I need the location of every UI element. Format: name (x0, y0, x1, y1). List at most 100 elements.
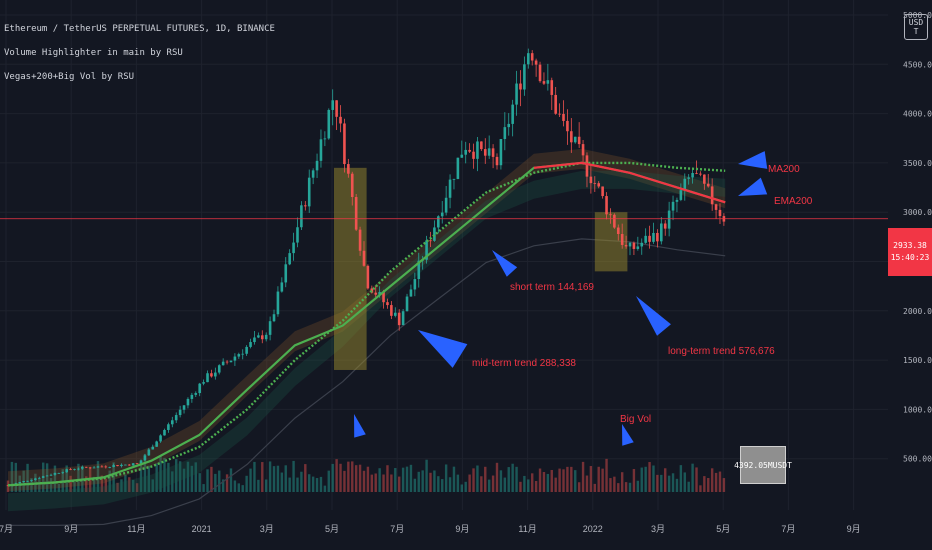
volume-bar (460, 484, 463, 492)
candle-body (335, 100, 338, 117)
time-tick-label: 5月 (716, 524, 730, 534)
candle-body (61, 472, 65, 474)
volume-bar (398, 476, 401, 492)
time-tick-label: 9月 (455, 524, 469, 534)
volume-bar (558, 468, 561, 492)
candle-body (593, 183, 597, 184)
volume-bar (511, 463, 514, 492)
currency-unit-line-1: USD (908, 18, 924, 27)
volume-bar (480, 476, 483, 492)
candle-body (198, 383, 201, 394)
candle-body (366, 265, 370, 289)
candle-body (174, 415, 178, 421)
volume-bar (147, 465, 151, 492)
time-tick-label: 2022 (583, 524, 603, 534)
volume-bar (538, 468, 542, 492)
candle-body (186, 398, 190, 406)
volume-bar (288, 477, 291, 492)
volume-bar (49, 478, 53, 492)
candle-body (45, 475, 49, 477)
volume-bar (487, 479, 491, 492)
volume-bar (249, 468, 252, 492)
candle-body (65, 469, 68, 473)
time-tick-label: 11月 (127, 524, 145, 534)
price-tick-label: 1000.00 (903, 405, 932, 414)
candle-body (405, 296, 409, 312)
price-tick-label: 4000.00 (903, 110, 932, 119)
candle-body (296, 227, 299, 243)
candle-body (613, 214, 616, 228)
volume-bar (386, 465, 389, 492)
currency-unit-button[interactable]: USD T (904, 14, 928, 40)
volume-bar (691, 463, 694, 492)
candle-body (292, 242, 295, 254)
big-vol-box (334, 167, 367, 370)
volume-bar (515, 466, 518, 492)
volume-bar (441, 479, 444, 492)
volume-bar (6, 480, 10, 492)
volume-bar (437, 476, 440, 492)
candle-body (202, 382, 205, 384)
volume-bar (433, 470, 436, 492)
volume-bar (523, 475, 526, 492)
volume-bar (452, 466, 456, 492)
candle-body (573, 136, 577, 143)
ema200-label: EMA200 (774, 196, 813, 207)
candle-body (656, 232, 659, 242)
time-axis[interactable]: 7月 9月 11月 2021 3月 5月 7月 9月 11月 2022 3月 5月 7月 9月 (0, 524, 861, 534)
candle-body (526, 53, 530, 65)
volume-bar (96, 461, 100, 492)
symbol-legend[interactable]: Ethereum / TetherUS PERPETUAL FUTURES, 1… (4, 24, 275, 34)
candle-body (53, 473, 57, 475)
candle-body (464, 149, 468, 155)
candle-body (307, 177, 311, 207)
candle-body (120, 464, 123, 467)
candle-body (304, 205, 307, 207)
big-vol-label: Big Vol (620, 414, 651, 425)
volume-bar (609, 478, 612, 492)
volume-bar (613, 476, 616, 492)
candle-body (350, 173, 354, 198)
chart-grid (0, 0, 888, 510)
volume-bar (311, 476, 315, 492)
candle-body (37, 477, 41, 479)
annotation-labels: MA200 EMA200 short term 144,169 mid-term… (472, 164, 813, 425)
volume-bar (319, 476, 323, 492)
volume-bar (276, 465, 280, 492)
candle-body (609, 214, 612, 216)
candle-body (217, 365, 221, 373)
candle-body (429, 240, 432, 242)
indicator-vegas[interactable]: Vegas+200+Big Vol by RSU (4, 72, 135, 82)
volume-bar (671, 473, 675, 492)
candle-body (695, 172, 698, 174)
indicator-volume-highlighter[interactable]: Volume Highlighter in main by RSU (4, 48, 183, 58)
bar-countdown: 15:40:23 (890, 253, 930, 262)
candle-body (26, 480, 29, 482)
volume-bar (714, 472, 718, 492)
candle-body (660, 223, 663, 242)
volume-bar (605, 458, 608, 492)
volume-bar (233, 480, 237, 492)
volume-bar (656, 474, 659, 492)
candle-body (433, 227, 436, 241)
volume-bar (699, 485, 702, 492)
volume-bar (304, 464, 307, 492)
volume-bar (241, 485, 244, 492)
volume-bar (167, 462, 170, 492)
price-tick-label: 500.00 (903, 455, 932, 464)
candle-body (382, 292, 385, 303)
candle-body (311, 170, 315, 178)
volume-bar (660, 474, 663, 492)
volume-bar (534, 481, 538, 492)
candle-body (30, 479, 33, 481)
annotation-arrows (354, 151, 768, 446)
ma200-label: MA200 (768, 164, 800, 175)
volume-bar (648, 462, 651, 492)
volume-bar (14, 462, 18, 492)
candle-body (237, 354, 241, 357)
candle-body (167, 424, 170, 430)
volume-bar (65, 465, 68, 492)
moving-averages (7, 161, 726, 487)
candle-body (570, 131, 573, 143)
